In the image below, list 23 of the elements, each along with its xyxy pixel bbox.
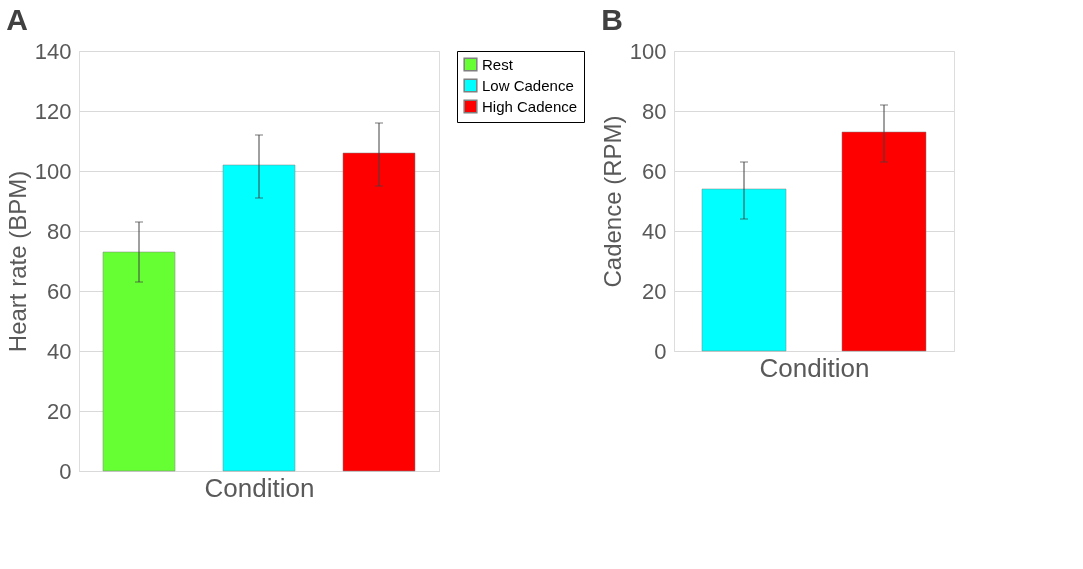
y-tick-label: 20 xyxy=(642,278,667,304)
legend-label: High Cadence xyxy=(482,97,578,115)
y-tick-label: 120 xyxy=(34,98,72,124)
y-tick-label: 60 xyxy=(642,158,667,184)
chart-title: A xyxy=(6,3,28,36)
y-tick-label: 40 xyxy=(642,218,667,244)
x-axis-title: Condition xyxy=(759,352,870,383)
y-tick-label: 100 xyxy=(34,158,72,184)
y-tick-label: 60 xyxy=(47,278,72,304)
y-tick-label: 40 xyxy=(47,338,72,364)
legend-label: Low Cadence xyxy=(482,76,574,94)
x-axis-title: Condition xyxy=(204,472,315,503)
y-tick-label: 80 xyxy=(47,218,72,244)
y-axis-title: Cadence (RPM) xyxy=(598,115,626,288)
y-tick-label: 140 xyxy=(34,38,72,64)
y-tick-label: 20 xyxy=(47,398,72,424)
y-tick-label: 80 xyxy=(642,98,667,124)
y-axis-title: Heart rate (BPM) xyxy=(3,170,31,353)
y-tick-label: 0 xyxy=(59,458,72,484)
y-tick-label: 100 xyxy=(629,38,667,64)
legend-label: Rest xyxy=(482,55,514,73)
y-tick-label: 0 xyxy=(654,338,667,364)
chart-title: B xyxy=(601,3,623,36)
